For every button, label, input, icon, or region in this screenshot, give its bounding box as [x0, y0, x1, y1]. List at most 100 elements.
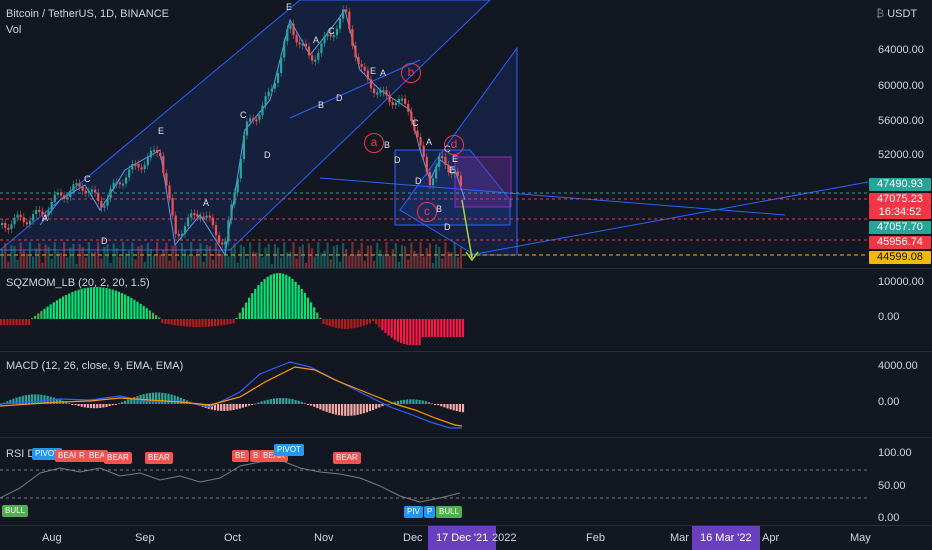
volume-bar	[335, 244, 338, 268]
squeeze-bar	[27, 319, 31, 325]
bear-tag: B	[250, 450, 262, 462]
macd-histogram-bar	[108, 404, 111, 407]
squeeze-bar	[418, 319, 421, 345]
volume-bar	[128, 250, 131, 268]
volume-bar	[314, 256, 317, 268]
macd-histogram-bar	[111, 404, 114, 406]
squeeze-bar	[384, 319, 387, 333]
squeeze-bar	[114, 290, 117, 319]
squeeze-bar	[133, 299, 136, 319]
macd-chart	[0, 361, 465, 429]
macd-histogram-bar	[415, 399, 418, 404]
macd-histogram-bar	[266, 399, 269, 404]
macd-histogram-bar	[241, 404, 244, 408]
volume-bar	[258, 242, 261, 268]
squeeze-bar	[229, 319, 232, 324]
macd-histogram-bar	[285, 398, 288, 404]
squeeze-bar	[350, 319, 353, 329]
symbol-title[interactable]: Bitcoin / TetherUS, 1D, BINANCE	[6, 8, 170, 20]
price-tick: 64000.00	[878, 44, 924, 56]
volume-bar	[438, 246, 441, 268]
volume-bar	[211, 259, 214, 268]
squeeze-bar	[83, 288, 86, 319]
volume-bar	[35, 248, 38, 268]
macd-legend[interactable]: MACD (12, 26, close, 9, EMA, EMA)	[6, 360, 184, 372]
price-pane[interactable]: Bitcoin / TetherUS, 1D, BINANCE Vol E A …	[0, 0, 868, 268]
macd-histogram-bar	[170, 394, 173, 404]
squeeze-bar	[108, 288, 111, 319]
macd-histogram-bar	[151, 392, 155, 404]
squeeze-legend[interactable]: SQZMOM_LB (20, 2, 20, 1.5)	[6, 277, 150, 289]
squeeze-bar	[387, 319, 390, 336]
volume-bar	[270, 263, 273, 268]
macd-histogram-bar	[306, 404, 310, 405]
squeeze-bar	[300, 288, 303, 319]
pane-separator[interactable]	[0, 437, 932, 438]
volume-bar	[103, 246, 106, 268]
squeeze-bar	[248, 297, 251, 319]
volume-bar	[159, 254, 162, 268]
volume-bar	[233, 243, 236, 268]
price-chart-drawing	[0, 0, 868, 268]
squeeze-bar	[204, 319, 207, 327]
squeeze-bar	[399, 319, 403, 343]
wave-circle-a: a	[364, 133, 384, 153]
volume-bar	[180, 242, 183, 268]
macd-histogram-bar	[65, 401, 68, 404]
volume-bar	[242, 246, 245, 268]
squeeze-bar	[170, 319, 173, 325]
volume-bar	[410, 242, 413, 268]
macd-histogram-bar	[9, 399, 12, 404]
squeeze-bar	[353, 319, 356, 329]
macd-histogram-bar	[40, 394, 43, 404]
squeeze-bar	[24, 319, 27, 325]
macd-histogram-bar	[52, 397, 55, 404]
macd-histogram-bar	[337, 404, 341, 416]
volume-bar	[326, 242, 329, 268]
squeeze-bar	[269, 274, 272, 319]
volume-legend[interactable]: Vol	[6, 24, 22, 36]
wave-circle-c: c	[417, 202, 437, 222]
volume-bar	[202, 261, 205, 268]
squeeze-bar	[381, 319, 384, 331]
squeeze-bar	[406, 319, 409, 345]
volume-bar	[10, 245, 13, 268]
macd-pane[interactable]: MACD (12, 26, close, 9, EMA, EMA)	[0, 352, 868, 437]
macd-histogram-bar	[71, 404, 74, 405]
squeeze-bar	[120, 293, 124, 319]
squeeze-momentum-pane[interactable]: SQZMOM_LB (20, 2, 20, 1.5)	[0, 269, 868, 351]
squeeze-bar	[238, 312, 241, 319]
volume-bar	[106, 244, 109, 268]
squeeze-bar	[142, 305, 145, 319]
volume-bar	[218, 250, 221, 268]
pane-separator[interactable]	[0, 351, 932, 352]
squeeze-bar	[421, 319, 424, 337]
volume-bar	[286, 252, 289, 268]
currency-label[interactable]: ₿ USDT	[876, 8, 918, 20]
squeeze-bar	[186, 319, 189, 327]
volume-bar	[187, 254, 190, 268]
wave-label: C	[328, 26, 335, 36]
volume-bar	[345, 249, 348, 268]
volume-bar	[252, 251, 255, 268]
macd-histogram-bar	[229, 404, 232, 411]
macd-histogram-bar	[446, 404, 449, 409]
squeeze-bar	[46, 306, 49, 319]
volume-bar	[255, 252, 258, 268]
macd-histogram-bar	[238, 404, 241, 409]
countdown-badge: 16:34:52	[869, 206, 931, 219]
macd-histogram-bar	[372, 404, 375, 410]
bull-tag: BULL	[2, 505, 29, 517]
rsi-chart	[0, 459, 868, 503]
rsi-pane[interactable]: RSI Di... PIVOT BEAR R BEA BEAR BEAR BE …	[0, 438, 868, 524]
volume-bar	[221, 253, 224, 268]
squeeze-histogram	[0, 273, 465, 345]
macd-histogram-bar	[316, 404, 319, 409]
pane-separator[interactable]	[0, 268, 932, 269]
macd-histogram-bar	[213, 404, 217, 411]
macd-histogram-bar	[350, 404, 353, 416]
wave-circle-d: d	[444, 135, 464, 155]
squeeze-bar	[65, 294, 68, 319]
price-axis[interactable]: ₿ USDT	[868, 0, 932, 268]
volume-bar	[280, 257, 283, 268]
